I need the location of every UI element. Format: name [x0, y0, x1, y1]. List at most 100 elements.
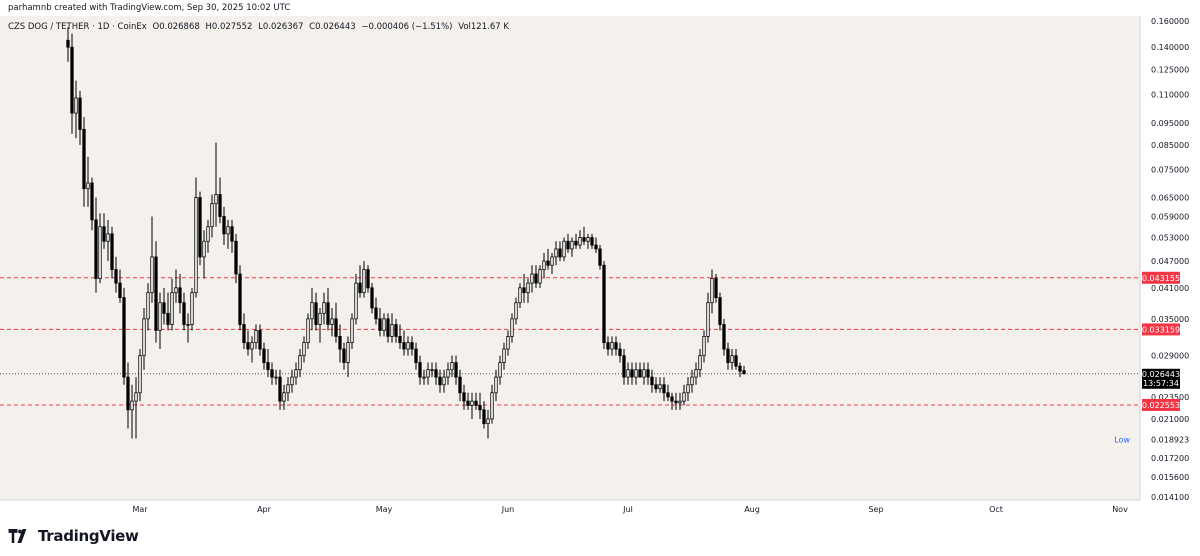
candle-down: [414, 348, 418, 363]
candle-up: [490, 392, 494, 420]
candle-up: [510, 318, 514, 337]
candle-down: [246, 342, 250, 350]
candle-up: [226, 226, 230, 235]
candle-down: [722, 324, 726, 350]
tradingview-logo[interactable]: TradingView: [8, 527, 139, 545]
chart-header: parhamnb created with TradingView.com, S…: [0, 0, 1200, 16]
candle-down: [182, 302, 186, 325]
price-tick-label: 0.140000: [1151, 43, 1189, 52]
candle-down: [90, 182, 94, 221]
candle-up: [518, 287, 522, 304]
candle-up: [170, 292, 174, 325]
candle-up: [730, 355, 734, 363]
candle-down: [342, 348, 346, 363]
candle-up: [138, 355, 142, 394]
candle-down: [482, 409, 486, 425]
candle-up: [390, 324, 394, 337]
candle-down: [534, 273, 538, 284]
candle-down: [614, 342, 618, 350]
price-tick-label: 0.160000: [1151, 17, 1189, 26]
credit-text: parhamnb created with TradingView.com, S…: [8, 3, 291, 13]
candle-down: [258, 329, 262, 350]
candle-down: [598, 248, 602, 266]
last-price-label: 0.026443: [1142, 370, 1180, 379]
price-tick-label: 0.053000: [1151, 234, 1189, 243]
high-value: H0.027552: [205, 22, 253, 32]
candle-up: [554, 248, 558, 258]
candle-down: [582, 237, 586, 242]
price-tick-label: 0.018923: [1151, 435, 1189, 444]
ohlc-legend: CZS DOG / TETHER · 1D · CoinEx O0.026868…: [8, 22, 512, 32]
candle-up: [538, 269, 542, 284]
candle-up: [298, 355, 302, 371]
candle-down: [674, 400, 678, 404]
candle-down: [78, 97, 82, 130]
candle-up: [174, 287, 178, 294]
price-chart[interactable]: 0.160000 0.140000 0.125000 0.110000 0.095000…: [0, 0, 1200, 520]
candle-up: [678, 400, 682, 404]
candle-up: [690, 376, 694, 386]
candles-group: [66, 27, 746, 439]
level-price-label: 0.033159: [1142, 325, 1180, 334]
candle-up: [286, 384, 290, 394]
candle-down: [454, 362, 458, 378]
candle-down: [398, 335, 402, 344]
candle-up: [330, 318, 334, 325]
candle-up: [206, 226, 210, 242]
candle-up: [450, 362, 454, 371]
candle-down: [726, 348, 730, 363]
candle-up: [130, 400, 134, 411]
candle-down: [590, 237, 594, 246]
chart-plot-area[interactable]: [0, 16, 1140, 500]
candle-down: [102, 226, 106, 242]
price-tick-label: 0.014100: [1151, 493, 1189, 502]
symbol-label[interactable]: CZS DOG / TETHER · 1D · CoinEx: [8, 22, 147, 32]
candle-up: [502, 348, 506, 363]
candle-down: [734, 355, 738, 367]
low-value: L0.026367: [258, 22, 304, 32]
candle-down: [458, 376, 462, 394]
candle-down: [714, 278, 718, 299]
candle-down: [366, 269, 370, 289]
candle-up: [146, 292, 150, 320]
candle-down: [262, 348, 266, 363]
price-tick-label: 0.065000: [1151, 194, 1189, 203]
candle-up: [562, 240, 566, 258]
time-tick-label: Aug: [744, 505, 760, 514]
candle-up: [190, 292, 194, 325]
candle-down: [266, 362, 270, 371]
candle-up: [254, 329, 258, 344]
candle-up: [570, 240, 574, 250]
candle-up: [186, 324, 190, 326]
candle-up: [506, 335, 510, 350]
price-tick-label: 0.017200: [1151, 454, 1189, 463]
candle-up: [106, 233, 110, 242]
candle-down: [738, 365, 742, 372]
price-tick-label: 0.085000: [1151, 141, 1189, 150]
time-tick-label: May: [376, 505, 393, 514]
candle-down: [82, 129, 86, 190]
candle-down: [622, 355, 626, 378]
candle-up: [422, 376, 426, 379]
candle-up: [706, 302, 710, 337]
candle-up: [530, 273, 534, 284]
candle-up: [290, 376, 294, 386]
candle-down: [654, 384, 658, 390]
candle-down: [566, 240, 570, 250]
candle-up: [210, 203, 214, 228]
level-price-badge: [1142, 271, 1180, 284]
candle-down: [718, 297, 722, 325]
candle-down: [278, 376, 282, 402]
candle-down: [522, 287, 526, 294]
candle-up: [318, 312, 322, 325]
candle-down: [618, 348, 622, 357]
level-price-badge: [1142, 398, 1180, 411]
candle-up: [74, 97, 78, 114]
candle-up: [142, 318, 146, 357]
candle-up: [406, 342, 410, 350]
price-tick-label: 0.075000: [1151, 165, 1189, 174]
candle-down: [358, 282, 362, 294]
candle-down: [594, 244, 598, 250]
candle-down: [70, 46, 74, 114]
candle-down: [574, 240, 578, 246]
